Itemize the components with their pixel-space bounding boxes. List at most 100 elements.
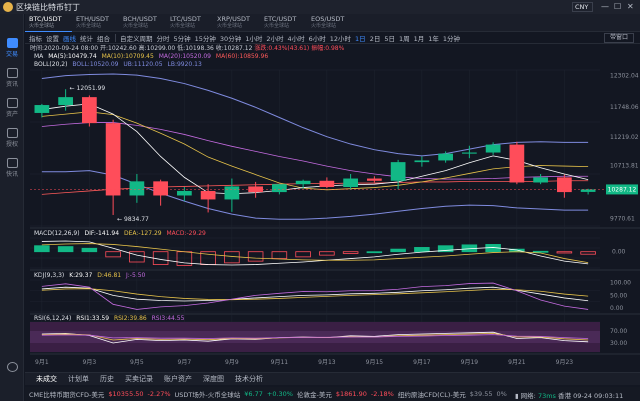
tab-2[interactable]: BCH/USDT 火币全球站 <box>119 14 166 32</box>
toolbar-item-12[interactable]: 2小时 <box>266 34 284 43</box>
sidebar-item-0[interactable]: 交易 <box>0 38 24 58</box>
toolbar-item-6[interactable]: 自定义周期 <box>120 34 153 43</box>
sidebar-item-1[interactable]: 资讯 <box>0 68 24 88</box>
sidebar-item-4[interactable]: 快讯 <box>0 158 24 178</box>
toolbar-item-16[interactable]: 1日 <box>355 34 366 43</box>
tab-1[interactable]: ETH/USDT 火币全球站 <box>72 14 119 32</box>
settings-icon[interactable] <box>0 362 24 373</box>
toolbar-item-17[interactable]: 2日 <box>369 34 381 43</box>
ticker-name[interactable]: 纽约原油CFD(CL)-美元 <box>397 391 466 399</box>
ticker-name[interactable]: 伦敦金-美元 <box>296 391 332 399</box>
info-amplitude: 振幅:0.98% <box>311 45 345 52</box>
dea-line <box>41 243 589 263</box>
macd-bar <box>437 245 454 253</box>
info-change: 涨跌:0.43%(43.61) <box>254 45 310 52</box>
boll-lb-value: LB:9920.13 <box>167 61 202 68</box>
currency-select[interactable]: CNY <box>572 2 593 12</box>
sidebar-item-2[interactable]: 资产 <box>0 98 24 118</box>
candle-body <box>224 186 240 200</box>
candle-body <box>414 160 430 163</box>
app-logo-icon <box>3 2 13 12</box>
candle-body <box>153 181 168 196</box>
ma-legend: MA MA(5):10479.74 MA(10):10709.45 MA(20)… <box>34 53 271 60</box>
rsi-axis-label: 30.00 <box>610 340 627 347</box>
toolbar-item-13[interactable]: 4小时 <box>287 34 305 43</box>
tab-5[interactable]: ETC/USDT 火币全球站 <box>260 14 307 32</box>
bottom-tab-3[interactable]: 买卖记录 <box>125 375 153 383</box>
info-close: 收:10287.12 <box>215 45 253 52</box>
bottom-tab-2[interactable]: 历史 <box>100 375 114 383</box>
boll-legend: BOLL(20,2) BOLL:10520.09 UB:11120.05 LB:… <box>34 61 205 68</box>
ticker-bar: CME比特币期货CFD-美元 $10355.50 -2.27% USDT场外-火币全球… <box>25 387 640 401</box>
candle-body <box>58 97 73 106</box>
candle-body <box>200 190 216 200</box>
toolbar-item-9[interactable]: 15分钟 <box>194 34 216 43</box>
minimize-icon[interactable]: — <box>601 2 609 11</box>
toolbar-item-11[interactable]: 1小时 <box>245 34 263 43</box>
sidebar-item-label: 资产 <box>5 111 18 118</box>
price-tick-label: 12302.04 <box>610 73 639 80</box>
tab-label: EOS/USDT <box>311 15 345 23</box>
toolbar-item-1[interactable]: 设置 <box>46 34 59 43</box>
date-tick-label: 9月23 <box>556 359 574 366</box>
macd-value: MACD:-29.29 <box>166 230 206 237</box>
j-value: J:-5.50 <box>126 272 146 279</box>
close-icon[interactable]: ✕ <box>627 2 634 11</box>
rsi-legend: RSI(6,12,24) RSI1:33.59 RSI2:39.86 RSI3:… <box>34 315 187 322</box>
toolbar-item-2[interactable]: 画线 <box>63 34 76 43</box>
candle-body <box>129 181 145 196</box>
ticker-price: $39.55 <box>469 390 493 398</box>
tab-6[interactable]: EOS/USDT 火币全球站 <box>307 14 354 32</box>
toolbar-item-14[interactable]: 6小时 <box>308 34 326 43</box>
toolbar-item-10[interactable]: 30分钟 <box>219 34 242 43</box>
rsi3-line <box>41 334 589 339</box>
rsi2-value: RSI2:39.86 <box>113 315 147 322</box>
app-title: 区块链比特币钉丁 <box>16 2 80 12</box>
bottom-tab-1[interactable]: 计划单 <box>68 375 89 383</box>
macd-bar <box>57 246 74 253</box>
maximize-icon[interactable]: ☐ <box>614 2 622 11</box>
macd-legend-name: MACD(12,26,9) <box>34 230 80 237</box>
macd-bar <box>532 250 549 253</box>
date-tick-label: 9月19 <box>461 359 479 366</box>
toolbar-item-3[interactable]: 统计 <box>80 34 93 43</box>
d-value: D:46.81 <box>97 272 122 279</box>
toolbar-item-8[interactable]: 5分钟 <box>173 34 191 43</box>
tab-exchange: 火币全球站 <box>123 23 149 29</box>
ticker-name[interactable]: USDT场外-火币全球站 <box>174 391 241 399</box>
toolbar-item-4[interactable]: 组合 <box>97 34 110 43</box>
toolbar-item-7[interactable]: 分时 <box>156 34 170 43</box>
candle-body <box>367 178 382 181</box>
ticker-name[interactable]: CME比特币期货CFD-美元 <box>29 391 105 399</box>
date-tick-label: 9月13 <box>318 359 336 366</box>
bottom-tab-6[interactable]: 技术分析 <box>235 375 263 383</box>
toolbar-item-21[interactable]: 1年 <box>428 34 439 43</box>
toolbar-item-15[interactable]: 12小时 <box>329 34 352 43</box>
toolbar-item-18[interactable]: 5日 <box>384 34 395 43</box>
tab-label: XRP/USDT <box>217 15 250 23</box>
info-low: 低:10198.36 <box>177 45 214 52</box>
news-icon <box>6 68 18 78</box>
tab-4[interactable]: XRP/USDT 火币全球站 <box>213 14 260 32</box>
candle-body <box>533 177 548 183</box>
bottom-tab-4[interactable]: 账户资产 <box>164 375 192 383</box>
tab-0[interactable]: BTC/USDT 火币全球站 <box>25 14 72 32</box>
toolbar-item-19[interactable]: 1周 <box>398 34 410 43</box>
tab-3[interactable]: LTC/USDT 火币全球站 <box>166 14 213 32</box>
macd-bar <box>271 251 288 259</box>
attach-window-button[interactable]: 带窗口 <box>604 33 634 43</box>
status-datetime: 09-24 09:03:11 <box>573 392 624 400</box>
toolbar-item-22[interactable]: 1分钟 <box>442 34 461 43</box>
rsi1-value: RSI1:33.59 <box>76 315 110 322</box>
rsi-axis-label: 70.00 <box>610 328 627 335</box>
ma60-value: MA(60):10859.96 <box>215 53 269 60</box>
bottom-tab-0[interactable]: 未成交 <box>36 375 57 383</box>
toolbar-item-0[interactable]: 指标 <box>29 34 42 43</box>
bottom-tab-5[interactable]: 深度图 <box>203 375 224 383</box>
info-high: 高:10299.00 <box>138 45 176 52</box>
sidebar-item-3[interactable]: 授权 <box>0 128 24 148</box>
toolbar-item-20[interactable]: 1月 <box>413 34 425 43</box>
boll-ub-value: UB:11120.05 <box>123 61 163 68</box>
